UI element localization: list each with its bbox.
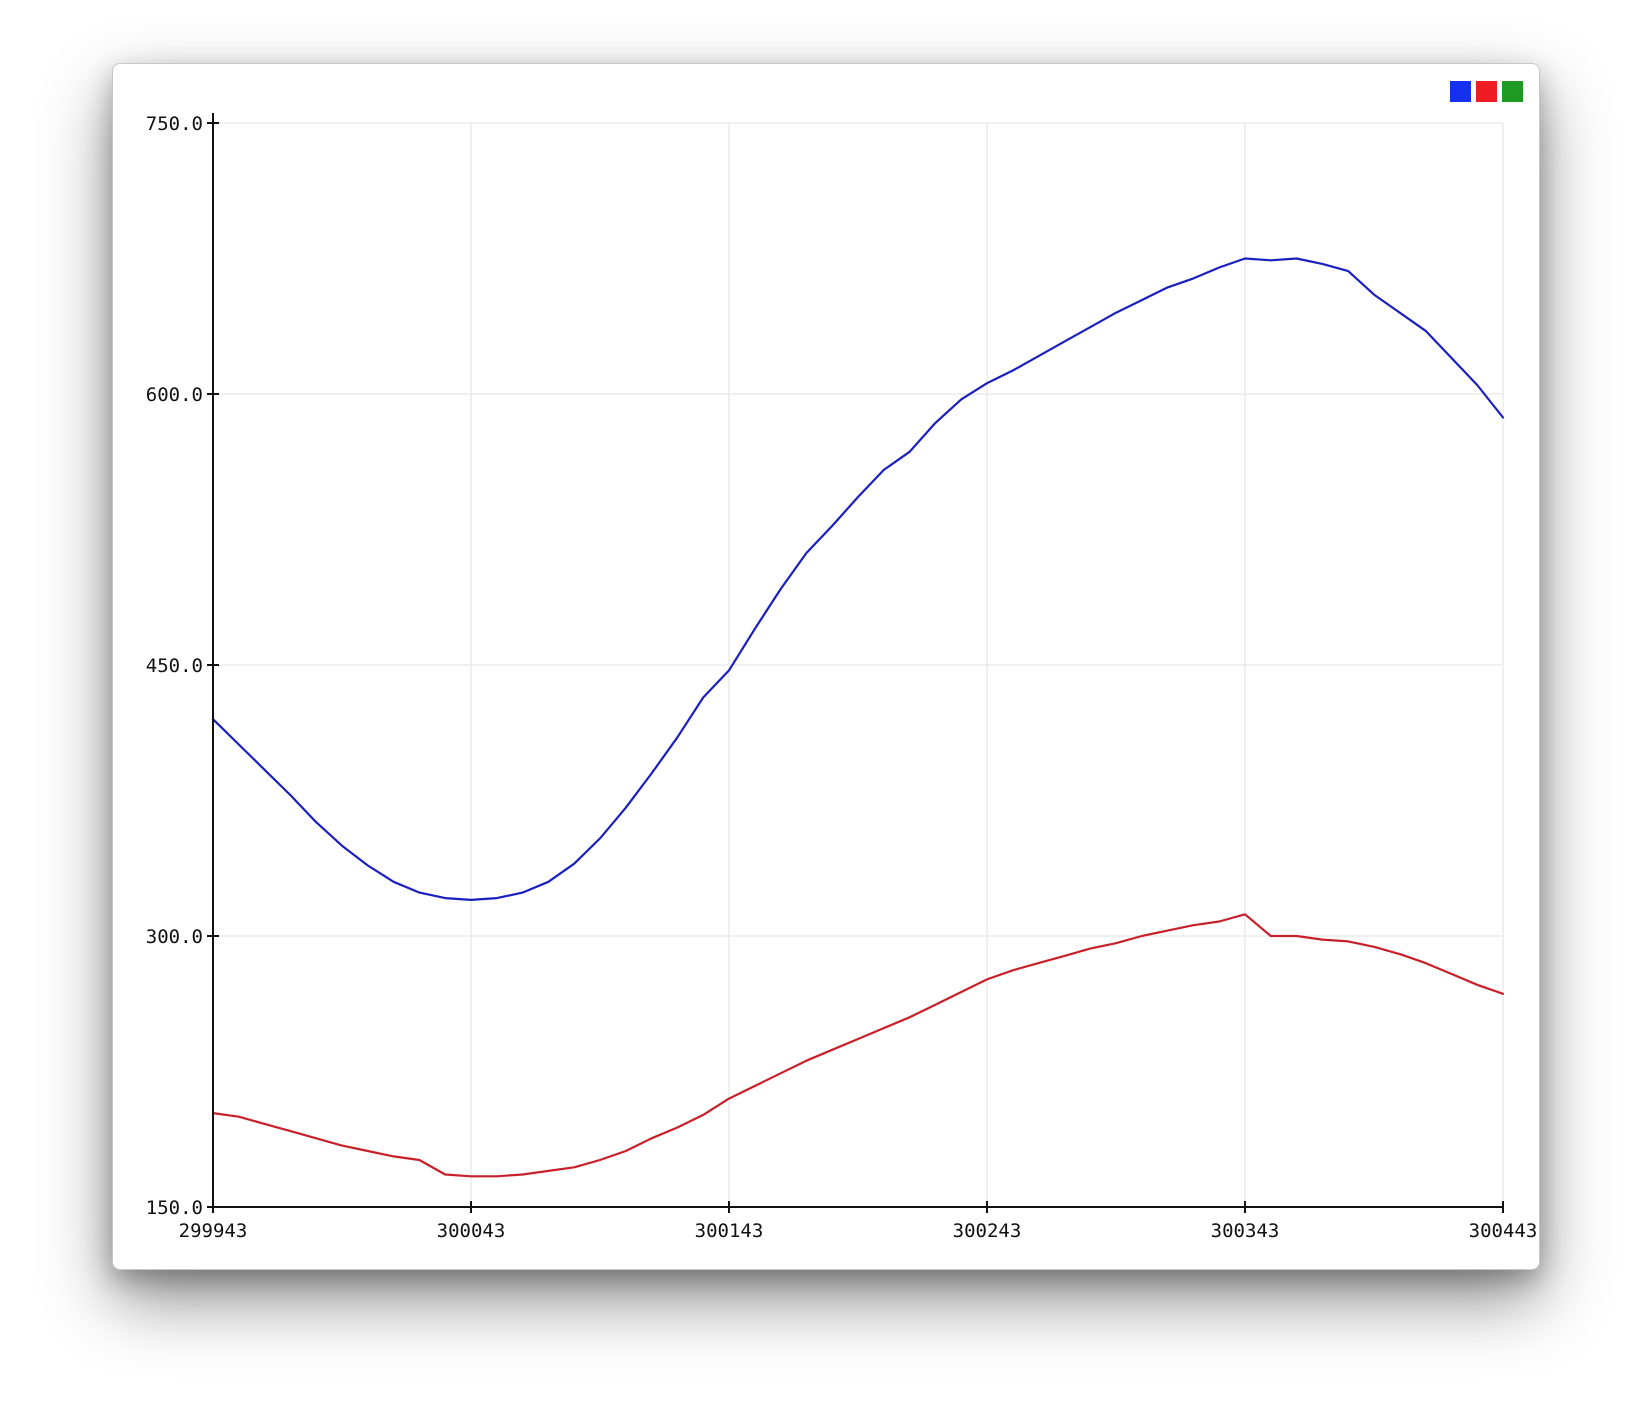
x-tick-label: 300243 [953,1220,1022,1242]
y-tick-label: 750.0 [146,113,203,135]
series-line-1 [211,257,1505,902]
legend [1450,81,1523,102]
legend-swatch-green[interactable] [1502,81,1523,102]
x-tick-label: 300343 [1211,1220,1280,1242]
grid [213,122,1504,1207]
axes: 150.0 300.0 450.0 600.0 750.0 299943 300043 300… [146,113,1538,1242]
legend-swatch-red[interactable] [1476,81,1497,102]
y-tick-label: 450.0 [146,655,203,677]
legend-swatch-blue[interactable] [1450,81,1471,102]
x-tick-label: 300043 [437,1220,506,1242]
y-tick-label: 600.0 [146,384,203,406]
x-tick-label: 299943 [179,1220,248,1242]
y-tick-label: 300.0 [146,926,203,948]
x-tick-label: 300443 [1469,1220,1538,1242]
y-tick-label: 150.0 [146,1197,203,1219]
series-line-2 [211,913,1505,1178]
plotter-window: 150.0 300.0 450.0 600.0 750.0 299943 300043 300… [112,63,1540,1270]
x-tick-label: 300143 [695,1220,764,1242]
line-chart: 150.0 300.0 450.0 600.0 750.0 299943 300043 300… [146,113,1538,1242]
series-layer [211,257,1505,1178]
